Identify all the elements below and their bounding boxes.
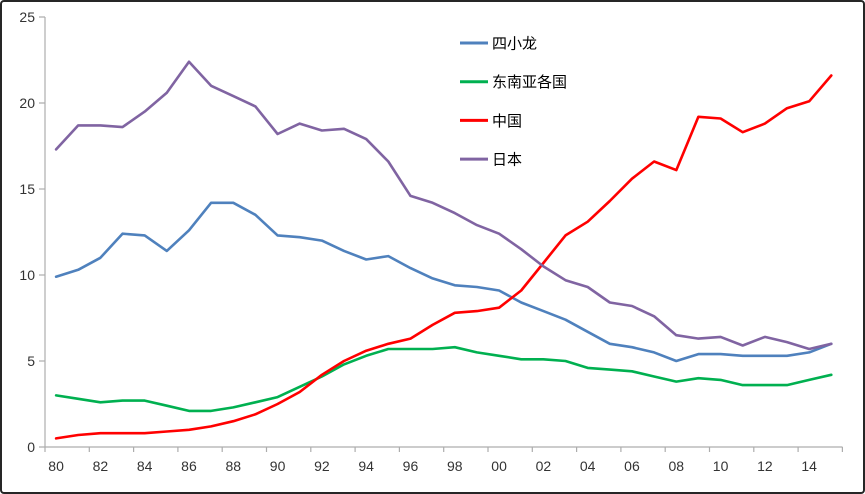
x-tick-label: 96 [403, 458, 419, 474]
y-tick-label: 20 [19, 95, 35, 111]
x-tick-label: 04 [580, 458, 596, 474]
x-tick-label: 90 [270, 458, 286, 474]
x-tick-label: 84 [137, 458, 153, 474]
x-tick-label: 12 [757, 458, 773, 474]
x-tick-label: 00 [491, 458, 507, 474]
x-tick-label: 94 [358, 458, 374, 474]
x-tick-label: 98 [447, 458, 463, 474]
x-tick-label: 10 [713, 458, 729, 474]
x-tick-label: 06 [624, 458, 640, 474]
x-tick-label: 80 [48, 458, 64, 474]
y-tick-label: 15 [19, 181, 35, 197]
x-tick-label: 14 [801, 458, 817, 474]
legend-label-asean: 东南亚各国 [492, 74, 567, 91]
y-tick-label: 5 [27, 353, 35, 369]
legend-label-tigers: 四小龙 [492, 36, 537, 53]
x-tick-label: 02 [536, 458, 552, 474]
y-tick-label: 10 [19, 267, 35, 283]
series-line-japan [54, 60, 833, 351]
series-line-tigers [54, 201, 833, 363]
series-line-asean [54, 345, 833, 413]
series-line-china [54, 74, 833, 440]
x-tick-label: 08 [668, 458, 684, 474]
y-tick-label: 0 [27, 439, 35, 455]
x-tick-label: 92 [314, 458, 330, 474]
y-tick-label: 25 [19, 9, 35, 25]
x-tick-label: 82 [93, 458, 109, 474]
legend-label-japan: 日本 [492, 152, 522, 169]
x-tick-label: 86 [181, 458, 197, 474]
legend-label-china: 中国 [492, 113, 522, 130]
x-tick-label: 88 [225, 458, 241, 474]
